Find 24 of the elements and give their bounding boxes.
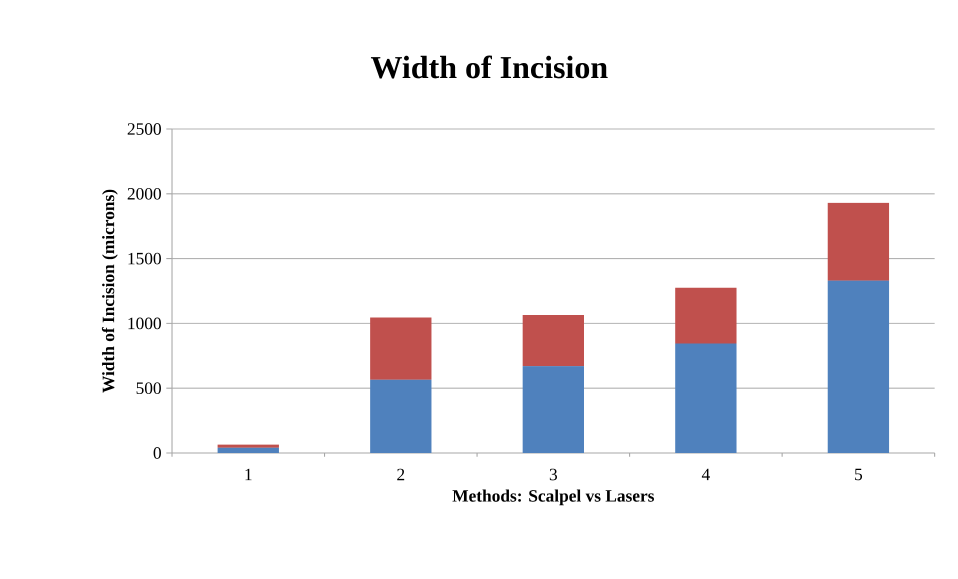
bar xyxy=(370,318,432,380)
bar xyxy=(218,444,279,448)
y-tick-label: 0 xyxy=(154,447,161,459)
x-axis-title: Methods: Scalpel vs Lasers xyxy=(452,490,654,506)
y-tick-label: 1500 xyxy=(128,252,161,264)
bar xyxy=(828,202,890,281)
x-tick-label: 1 xyxy=(245,468,252,480)
y-axis-title: Width of Incision (microns) xyxy=(102,190,118,393)
bar xyxy=(370,380,432,453)
y-tick-label: 1000 xyxy=(128,318,161,330)
x-tick-label: 5 xyxy=(855,468,862,480)
bar xyxy=(522,366,584,453)
y-tick-label: 2500 xyxy=(128,123,161,135)
y-tick-label: 2000 xyxy=(128,188,161,200)
bar xyxy=(675,343,737,453)
x-tick-label: 4 xyxy=(702,468,710,480)
bar xyxy=(675,288,737,344)
chart-title: Width of Incision xyxy=(370,55,608,78)
x-tick-label: 3 xyxy=(550,468,557,480)
x-tick-label: 2 xyxy=(397,468,404,480)
bar xyxy=(828,280,890,453)
bar xyxy=(522,314,584,366)
bar xyxy=(218,448,279,453)
y-tick-label: 500 xyxy=(136,382,161,394)
